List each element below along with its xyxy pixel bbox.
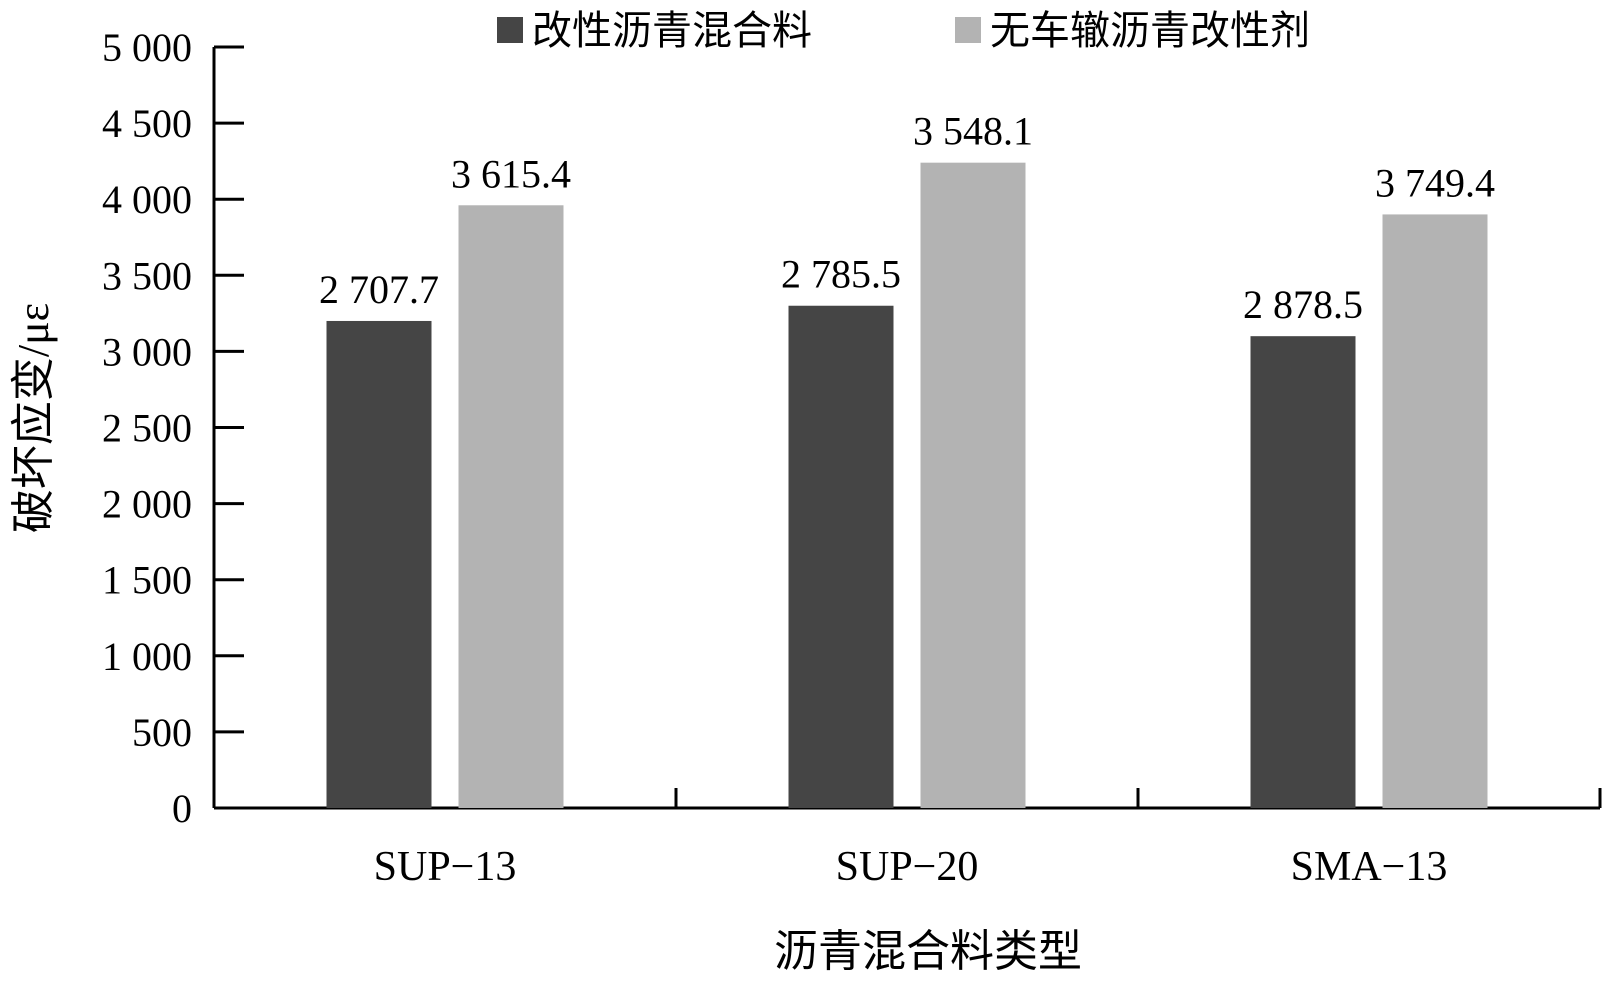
bar-series-2-2 — [920, 162, 1026, 808]
bar-series-1-2 — [788, 305, 894, 808]
x-axis-title: 沥青混合料类型 — [774, 927, 1082, 976]
data-label-series-2-1: 3 615.4 — [451, 151, 571, 196]
data-label-series-2-2: 3 548.1 — [913, 109, 1033, 154]
y-tick-label: 1 000 — [102, 634, 192, 679]
legend-label-series-2: 无车辙沥青改性剂 — [990, 8, 1310, 53]
x-category-label: SMA−13 — [1291, 844, 1448, 890]
data-label-series-2-3: 3 749.4 — [1375, 160, 1495, 205]
legend-label-series-1: 改性沥青混合料 — [532, 8, 812, 53]
y-tick-label: 3 000 — [102, 329, 192, 374]
plot-area: 0 500 1 000 1 500 2 000 2 500 3 000 3 500 4 000 4… — [102, 25, 1602, 890]
y-tick-label: 4 500 — [102, 101, 192, 146]
y-tick-label: 1 500 — [102, 558, 192, 603]
data-label-series-1-1: 2 707.7 — [319, 267, 439, 312]
y-tick-label: 5 000 — [102, 25, 192, 70]
y-tick-label: 2 000 — [102, 482, 192, 527]
x-category-label: SUP−20 — [836, 844, 979, 890]
x-category-label: SUP−13 — [374, 844, 517, 890]
bar-series-2-1 — [458, 205, 564, 809]
bar-series-1-1 — [326, 320, 432, 808]
legend: 改性沥青混合料 无车辙沥青改性剂 — [497, 8, 1310, 53]
y-tick-label: 500 — [132, 710, 192, 755]
y-tick-label: 4 000 — [102, 177, 192, 222]
y-tick-label: 2 500 — [102, 406, 192, 451]
y-axis-title: 破坏应变/με — [9, 303, 58, 533]
data-label-series-1-3: 2 878.5 — [1243, 282, 1363, 327]
legend-swatch-series-2 — [955, 17, 981, 43]
bar-series-1-3 — [1250, 336, 1356, 808]
y-tick-label: 0 — [172, 786, 192, 831]
bar-series-2-3 — [1382, 214, 1488, 809]
y-tick-label: 3 500 — [102, 253, 192, 298]
legend-swatch-series-1 — [497, 17, 523, 43]
data-label-series-1-2: 2 785.5 — [781, 252, 901, 297]
